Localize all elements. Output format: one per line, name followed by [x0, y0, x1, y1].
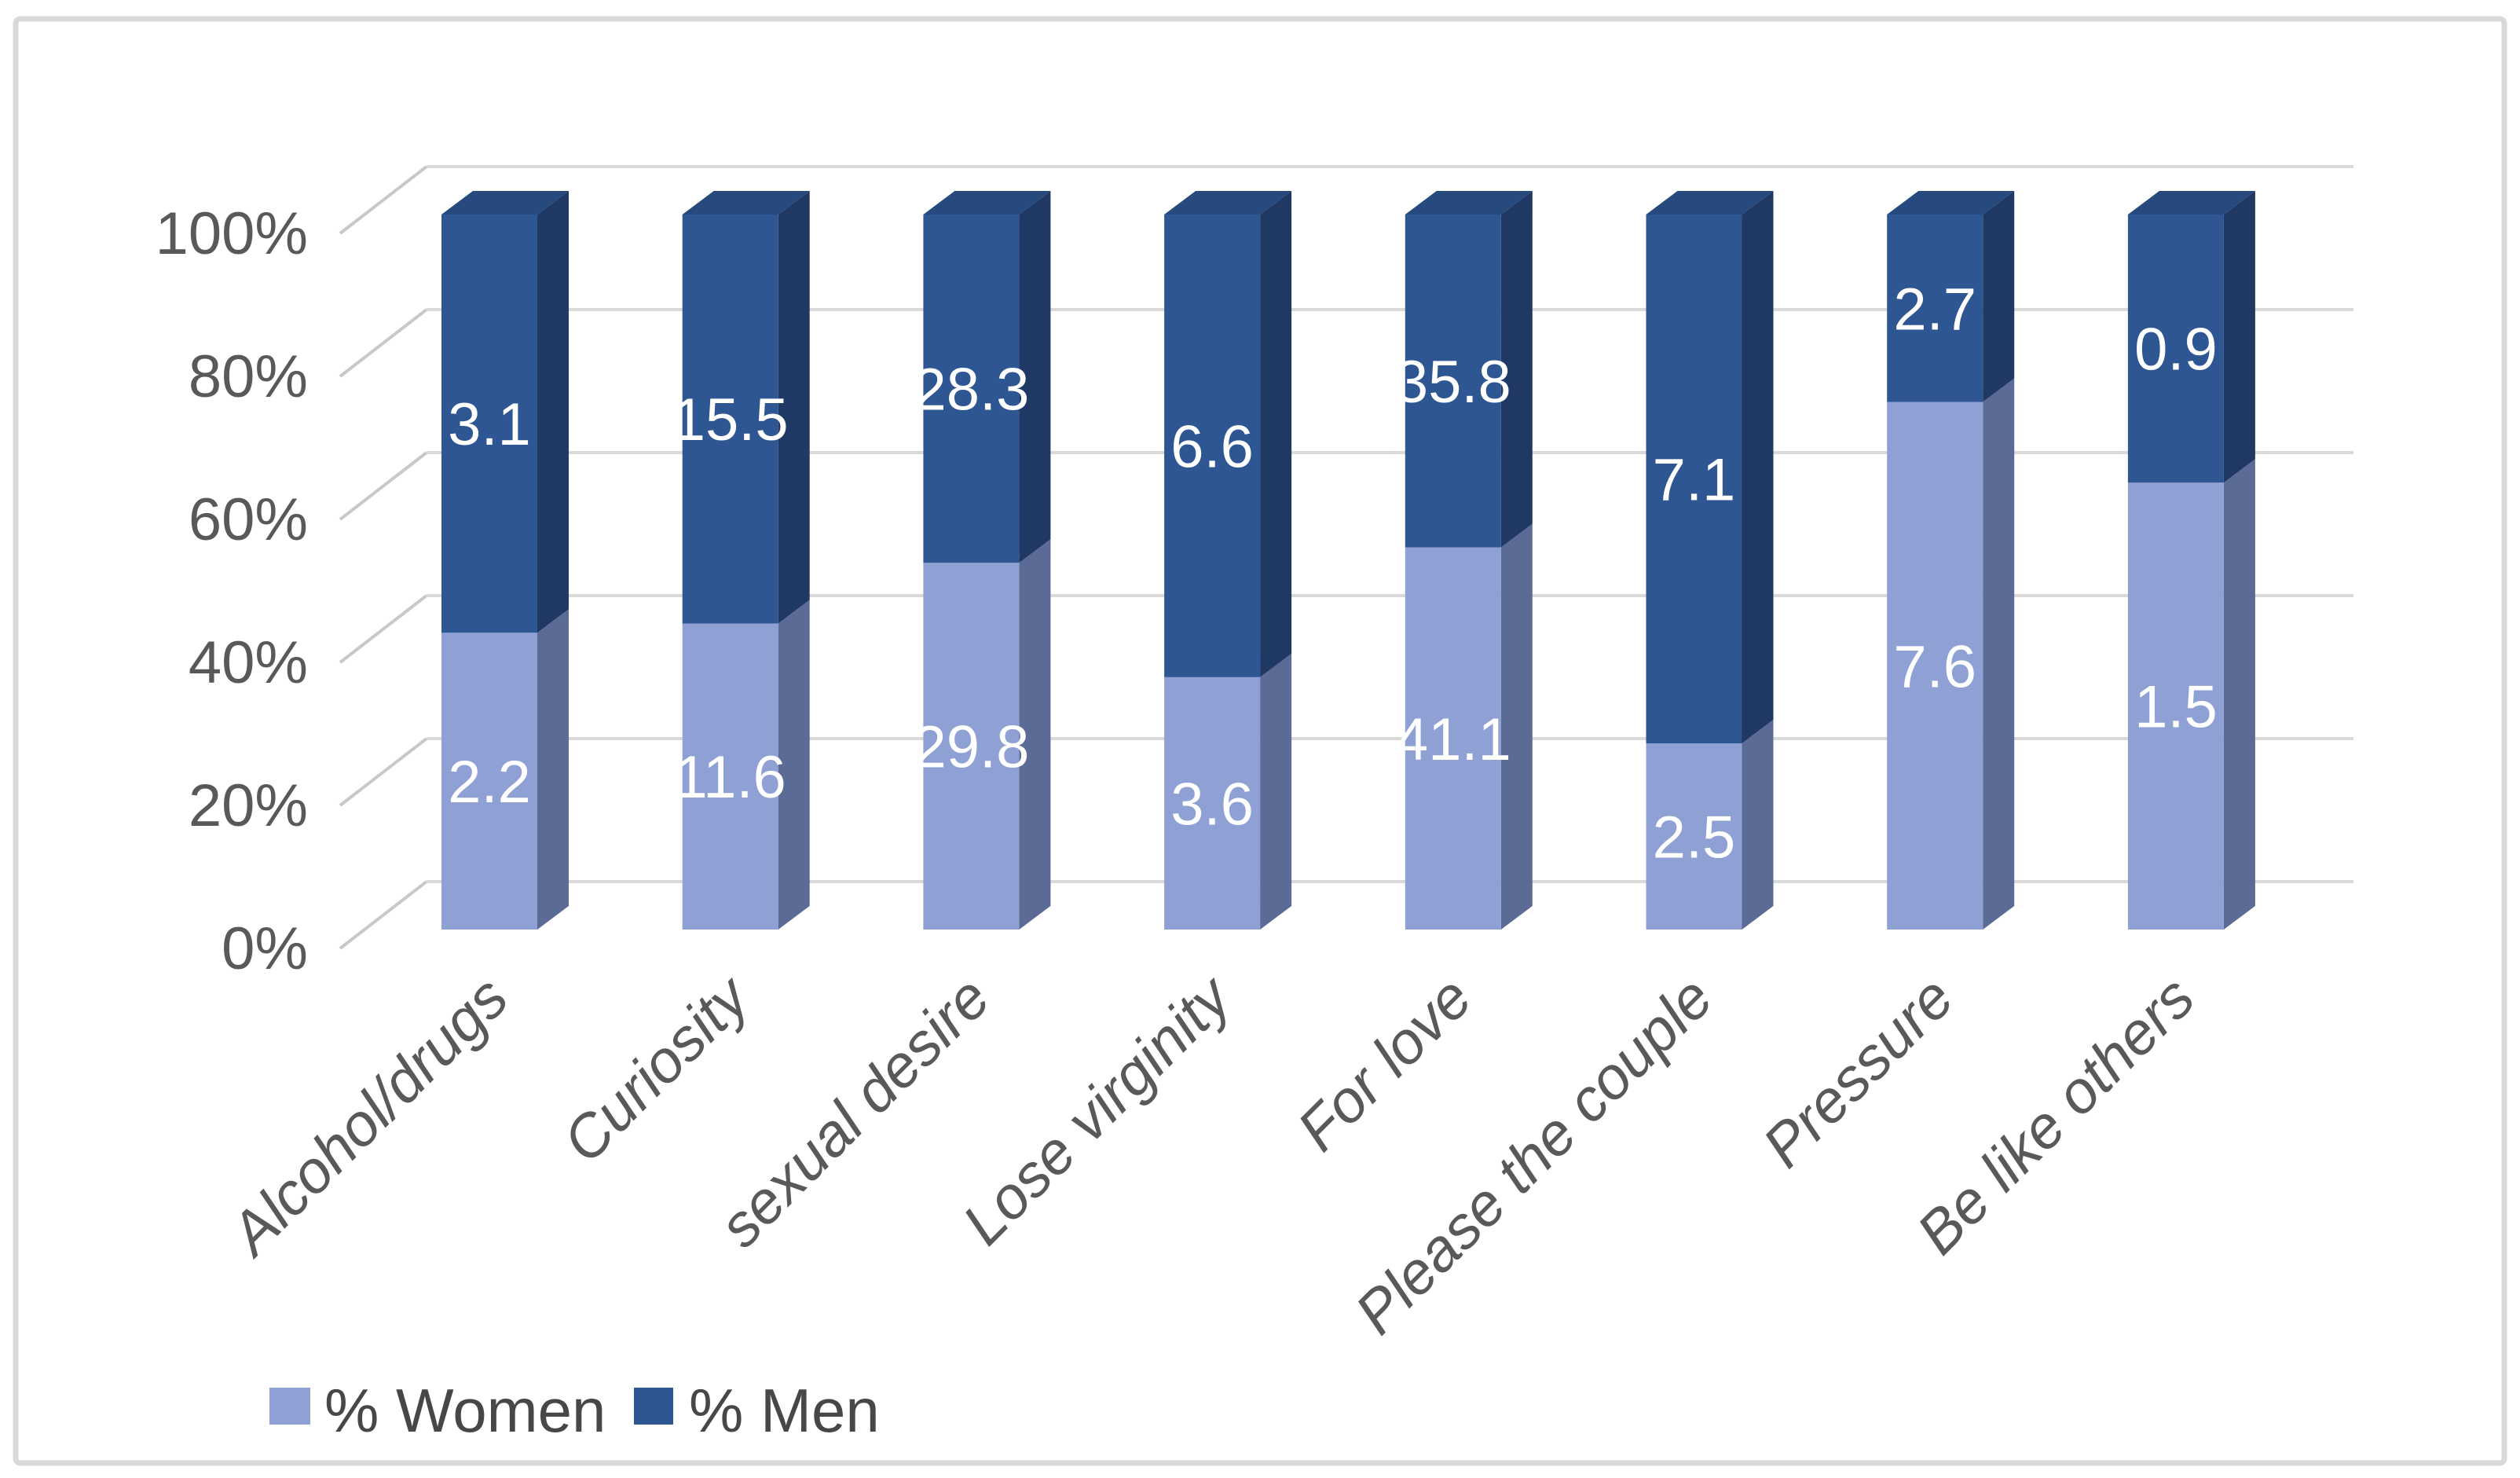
bar-side-women — [1500, 523, 1533, 930]
bar-side-men — [1019, 191, 1051, 563]
axis-tick-diagonal — [339, 165, 428, 235]
data-label-men: 0.9 — [2134, 317, 2218, 383]
bar-side-men — [1500, 191, 1533, 548]
bar-curiosity[interactable]: 11.6 15.5 — [672, 191, 810, 930]
bar-segment-men[interactable] — [1405, 215, 1501, 548]
bar-side-women — [778, 600, 810, 930]
bar-lose-virginity[interactable]: 3.6 6.6 — [1164, 191, 1292, 930]
y-axis-tick-label: 0% — [222, 915, 308, 982]
axis-tick-diagonal — [339, 880, 428, 950]
bar-for-love[interactable]: 41.1 35.8 — [1395, 191, 1533, 930]
bar-top-men — [923, 191, 1051, 215]
bar-segment-women[interactable] — [682, 623, 778, 930]
bar-top-men — [682, 191, 810, 215]
bar-side-men — [1742, 191, 1774, 744]
bar-side-women — [1983, 378, 2015, 930]
bar-side-women — [537, 609, 569, 930]
bar-segment-women[interactable] — [2127, 482, 2224, 930]
legend-swatch-women[interactable] — [269, 1388, 310, 1425]
plot-area: 2.23.1Alcohol/drugs11.615.5Curiosity29.8… — [215, 191, 2255, 1347]
bar-side-men — [778, 191, 810, 624]
y-axis-tick-label: 80% — [189, 343, 308, 410]
bar-side-men — [1983, 191, 2015, 402]
legend-label-men[interactable]: % Men — [689, 1376, 880, 1445]
bar-please-the-couple[interactable]: 2.5 7.1 — [1646, 191, 1774, 930]
data-label-women: 3.6 — [1170, 771, 1254, 838]
data-label-men: 3.1 — [448, 391, 531, 458]
bar-top-men — [1887, 191, 2015, 215]
bar-top-men — [2127, 191, 2255, 215]
axis-tick-diagonal — [339, 308, 428, 378]
y-axis-tick-label: 100% — [156, 200, 308, 267]
bar-segment-men[interactable] — [923, 215, 1020, 563]
data-label-men: 7.1 — [1653, 447, 1736, 514]
bar-sexual-desire[interactable]: 29.8 28.3 — [913, 191, 1051, 930]
bar-top-men — [1164, 191, 1292, 215]
bar-top-men — [1646, 191, 1774, 215]
bar-top-men — [1405, 191, 1533, 215]
y-axis-tick-label: 60% — [189, 486, 308, 553]
legend-label-women[interactable]: % Women — [324, 1376, 606, 1445]
data-label-women: 29.8 — [913, 714, 1029, 781]
bar-side-men — [1260, 191, 1292, 677]
bar-top-men — [441, 191, 569, 215]
bar-side-women — [1019, 539, 1051, 930]
bar-segment-women[interactable] — [1646, 743, 1742, 930]
y-axis-tick-label: 20% — [189, 772, 308, 839]
data-label-women: 41.1 — [1395, 706, 1511, 773]
bar-side-women — [2223, 459, 2255, 930]
bar-alcohol-drugs[interactable]: 2.2 3.1 — [441, 191, 569, 930]
y-axis-tick-label: 40% — [189, 629, 308, 696]
bar-segment-men[interactable] — [1646, 215, 1742, 744]
bar-be-like-others[interactable]: 1.5 0.9 — [2127, 191, 2255, 930]
bar-segment-women[interactable] — [1164, 677, 1261, 930]
legend: % Women % Men — [269, 1376, 880, 1445]
bar-side-men — [537, 191, 569, 633]
bar-side-women — [1742, 720, 1774, 930]
data-label-men: 6.6 — [1170, 413, 1254, 480]
data-label-women: 2.2 — [448, 749, 531, 816]
data-label-women: 1.5 — [2134, 674, 2218, 741]
data-label-men: 28.3 — [913, 357, 1029, 424]
axis-tick-diagonal — [339, 594, 428, 664]
bar-pressure[interactable]: 7.6 2.7 — [1887, 191, 2015, 930]
axis-tick-diagonal — [339, 737, 428, 807]
bar-segment-women[interactable] — [923, 563, 1020, 930]
bar-segment-men[interactable] — [2127, 215, 2224, 483]
bar-segment-women[interactable] — [1405, 547, 1501, 930]
bar-segment-men[interactable] — [1164, 215, 1261, 677]
data-label-men: 15.5 — [672, 387, 789, 453]
bar-segment-women[interactable] — [441, 633, 537, 930]
data-label-men: 2.7 — [1893, 276, 1976, 343]
data-label-women: 11.6 — [675, 744, 786, 811]
axis-tick-diagonal — [339, 451, 428, 521]
legend-swatch-men[interactable] — [634, 1388, 673, 1425]
data-label-women: 7.6 — [1893, 633, 1976, 700]
bar-side-women — [1260, 653, 1292, 930]
bar-segment-women[interactable] — [1887, 402, 1983, 930]
bar-segment-men[interactable] — [682, 215, 778, 624]
bar-segment-men[interactable] — [441, 215, 537, 633]
y-axis: 0% 20% 40% 60% 80% 100% — [156, 165, 2353, 982]
bar-segment-men[interactable] — [1887, 215, 1983, 402]
bar-side-men — [2223, 191, 2255, 483]
data-label-women: 2.5 — [1653, 805, 1736, 871]
data-label-men: 35.8 — [1395, 349, 1511, 416]
